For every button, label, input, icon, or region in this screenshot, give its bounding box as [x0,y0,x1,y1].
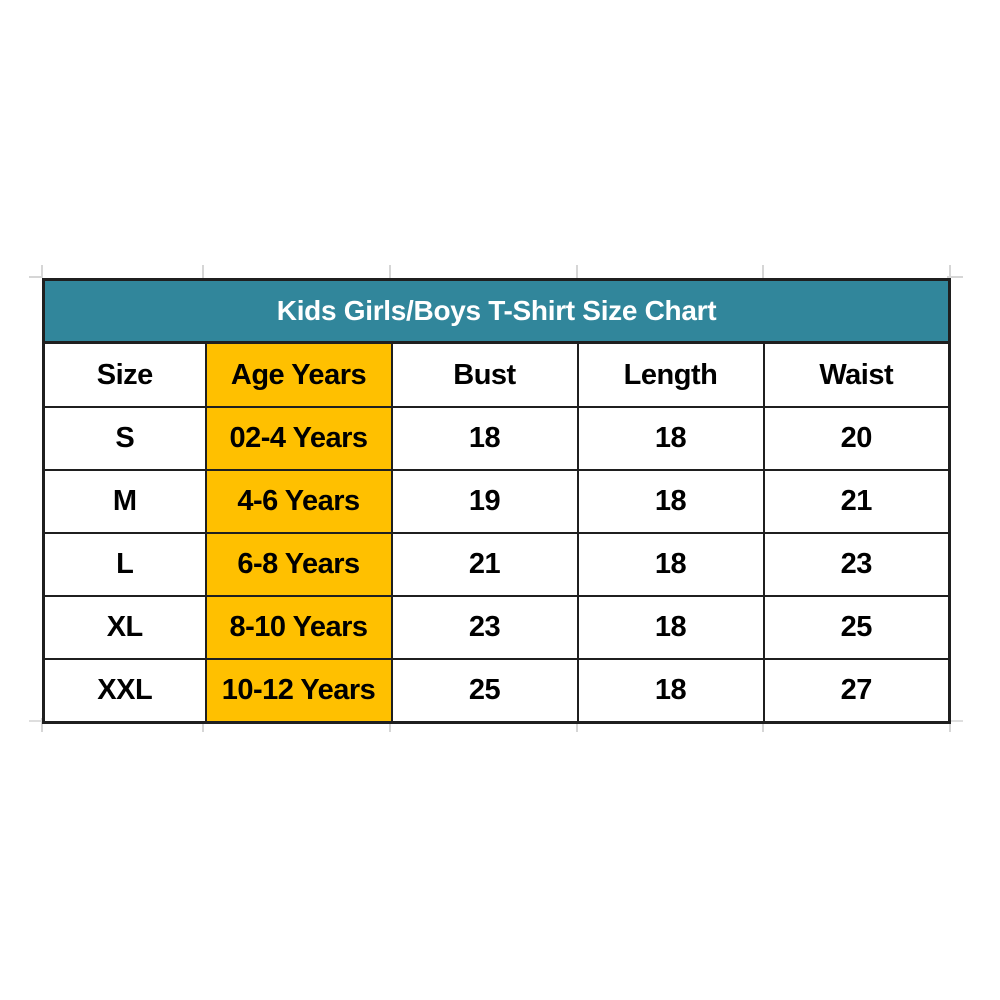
cell-age-years: 4-6 Years [204,469,393,534]
table-title-row: Kids Girls/Boys T-Shirt Size Chart [42,278,951,344]
cell-waist: 23 [762,532,951,597]
table-row: S 02-4 Years 18 18 20 [42,406,951,471]
table-header-row: Size Age Years Bust Length Waist [42,341,951,408]
cell-length: 18 [576,469,765,534]
cell-size: XXL [42,658,207,724]
gridline-stub [41,718,43,732]
gridline-stub [389,718,391,732]
cell-length: 18 [576,658,765,724]
table-row: L 6-8 Years 21 18 23 [42,532,951,597]
gridline-stub [949,718,951,732]
gridline-stub [762,718,764,732]
gridline-stub [29,276,43,278]
cell-length: 18 [576,532,765,597]
cell-age-years: 02-4 Years [204,406,393,471]
header-cell-length: Length [576,341,765,408]
header-cell-bust: Bust [390,341,579,408]
cell-waist: 25 [762,595,951,660]
header-cell-size: Size [42,341,207,408]
gridline-stub [202,265,204,278]
cell-waist: 20 [762,406,951,471]
table-row: XXL 10-12 Years 25 18 27 [42,658,951,724]
gridline-stub [576,718,578,732]
cell-age-years: 6-8 Years [204,532,393,597]
header-cell-age-years: Age Years [204,341,393,408]
cell-size: M [42,469,207,534]
gridline-stub [389,265,391,278]
table-row: XL 8-10 Years 23 18 25 [42,595,951,660]
cell-waist: 21 [762,469,951,534]
cell-bust: 19 [390,469,579,534]
gridline-stub [576,265,578,278]
header-cell-waist: Waist [762,341,951,408]
table-row: M 4-6 Years 19 18 21 [42,469,951,534]
cell-age-years: 8-10 Years [204,595,393,660]
cell-bust: 21 [390,532,579,597]
gridline-stub [947,276,963,278]
cell-bust: 23 [390,595,579,660]
cell-length: 18 [576,406,765,471]
cell-size: L [42,532,207,597]
cell-bust: 25 [390,658,579,724]
size-chart-table: Kids Girls/Boys T-Shirt Size Chart Size … [42,278,952,724]
cell-waist: 27 [762,658,951,724]
gridline-stub [41,265,43,278]
gridline-stub [762,265,764,278]
chart-title: Kids Girls/Boys T-Shirt Size Chart [42,278,951,344]
cell-length: 18 [576,595,765,660]
cell-age-years: 10-12 Years [204,658,393,724]
gridline-stub [202,718,204,732]
gridline-stub [949,265,951,278]
cell-size: XL [42,595,207,660]
cell-bust: 18 [390,406,579,471]
cell-size: S [42,406,207,471]
